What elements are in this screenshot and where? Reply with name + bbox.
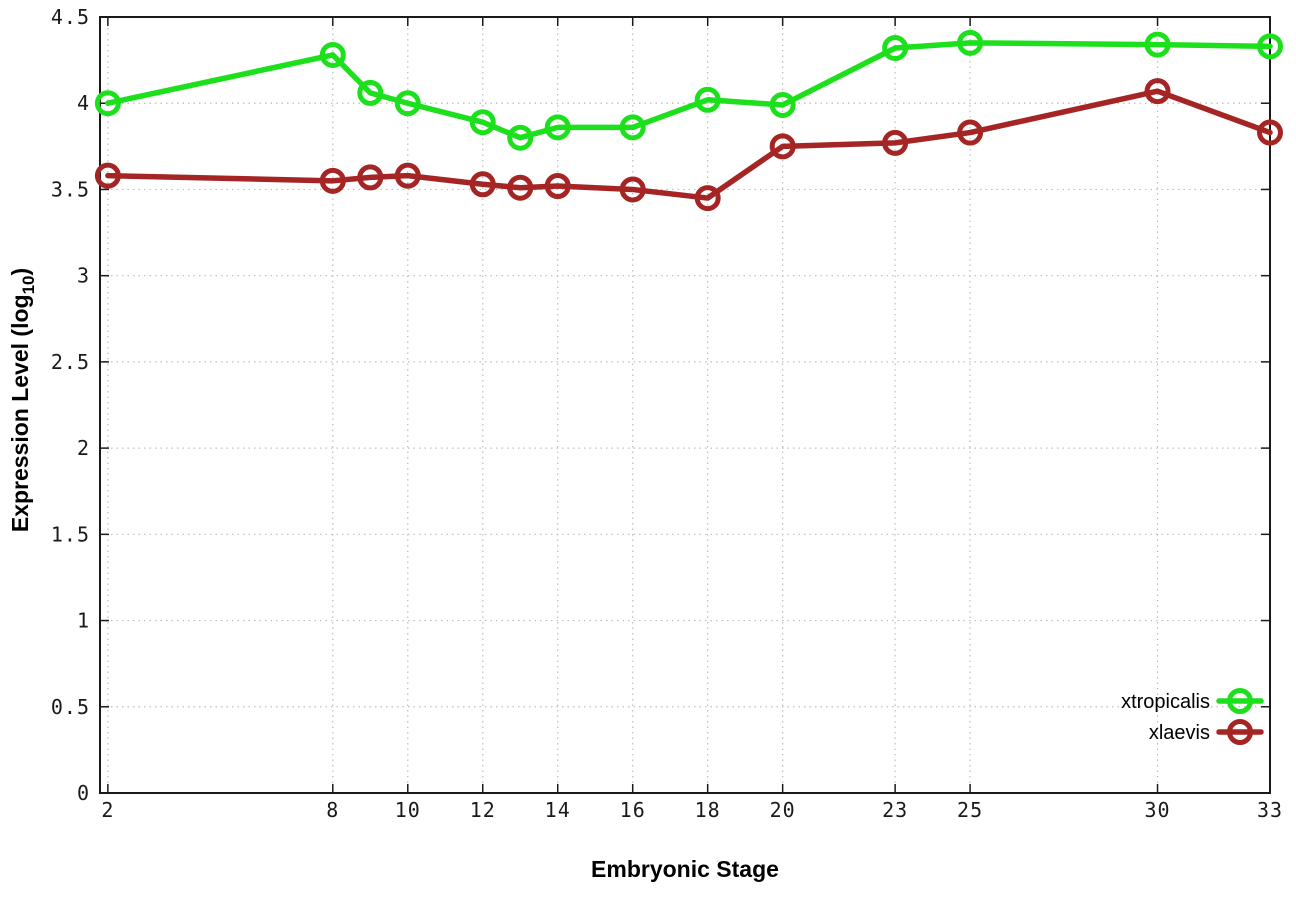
data-point-xtropicalis-stage20 xyxy=(769,91,796,118)
y-tick-label: 0 xyxy=(77,781,90,805)
x-tick-label: 2 xyxy=(101,798,114,822)
x-axis-title: Embryonic Stage xyxy=(591,856,779,882)
y-tick-label: 0.5 xyxy=(51,695,90,719)
data-point-xtropicalis-stage13 xyxy=(507,124,534,151)
data-point-xtropicalis-stage8 xyxy=(319,41,346,68)
data-point-xlaevis-stage33 xyxy=(1257,119,1283,146)
data-point-xlaevis-stage9 xyxy=(357,164,384,191)
legend-label-xtropicalis: xtropicalis xyxy=(1121,691,1210,713)
y-tick-label: 3 xyxy=(77,264,90,288)
y-tick-label: 1.5 xyxy=(51,522,90,546)
data-point-xtropicalis-stage30 xyxy=(1144,31,1171,58)
data-point-xtropicalis-stage33 xyxy=(1257,33,1283,60)
data-point-xlaevis-stage10 xyxy=(394,162,421,189)
data-point-xlaevis-stage30 xyxy=(1144,78,1171,105)
data-point-xtropicalis-stage10 xyxy=(394,90,421,117)
data-point-xtropicalis-stage25 xyxy=(957,29,984,56)
data-point-xlaevis-stage16 xyxy=(619,176,646,203)
data-point-xtropicalis-stage16 xyxy=(619,114,646,141)
x-tick-label: 14 xyxy=(545,798,571,822)
x-tick-label: 33 xyxy=(1257,798,1283,822)
data-point-xtropicalis-stage9 xyxy=(357,79,384,106)
data-point-xlaevis-stage20 xyxy=(769,133,796,160)
x-tick-label: 23 xyxy=(882,798,908,822)
y-tick-label: 2 xyxy=(77,436,90,460)
data-point-xtropicalis-stage12 xyxy=(469,109,496,136)
legend-label-xlaevis: xlaevis xyxy=(1149,722,1210,744)
y-axis-title: Expression Level (log10) xyxy=(7,268,38,532)
y-tick-label: 1 xyxy=(77,609,90,633)
x-tick-label: 30 xyxy=(1144,798,1170,822)
y-tick-label: 3.5 xyxy=(51,177,90,201)
data-point-xlaevis-stage14 xyxy=(544,172,571,199)
x-tick-label: 12 xyxy=(470,798,496,822)
x-tick-label: 25 xyxy=(957,798,983,822)
x-tick-label: 8 xyxy=(326,798,339,822)
x-tick-label: 16 xyxy=(620,798,646,822)
y-tick-label: 2.5 xyxy=(51,350,90,374)
data-point-xlaevis-stage2 xyxy=(94,162,121,189)
data-point-xtropicalis-stage14 xyxy=(544,114,571,141)
data-point-xlaevis-stage23 xyxy=(882,129,909,156)
y-tick-label: 4.5 xyxy=(51,5,90,29)
data-point-xlaevis-stage12 xyxy=(469,171,496,198)
data-point-xtropicalis-stage18 xyxy=(694,86,721,113)
data-point-xlaevis-stage18 xyxy=(694,185,721,212)
x-tick-label: 20 xyxy=(770,798,796,822)
legend-marker-xlaevis xyxy=(1227,719,1253,745)
y-tick-label: 4 xyxy=(77,91,90,115)
legend: xtropicalis xlaevis xyxy=(1121,688,1264,745)
data-point-xtropicalis-stage23 xyxy=(882,35,909,62)
x-tick-label: 10 xyxy=(395,798,421,822)
data-point-xtropicalis-stage2 xyxy=(94,90,121,117)
legend-marker-xtropicalis xyxy=(1227,688,1253,714)
data-point-xlaevis-stage25 xyxy=(957,119,984,146)
plot-border xyxy=(99,16,1271,794)
data-point-xlaevis-stage13 xyxy=(507,174,534,201)
series-line-xtropicalis xyxy=(105,40,1273,141)
data-point-xlaevis-stage8 xyxy=(319,167,346,194)
x-tick-label: 18 xyxy=(695,798,721,822)
